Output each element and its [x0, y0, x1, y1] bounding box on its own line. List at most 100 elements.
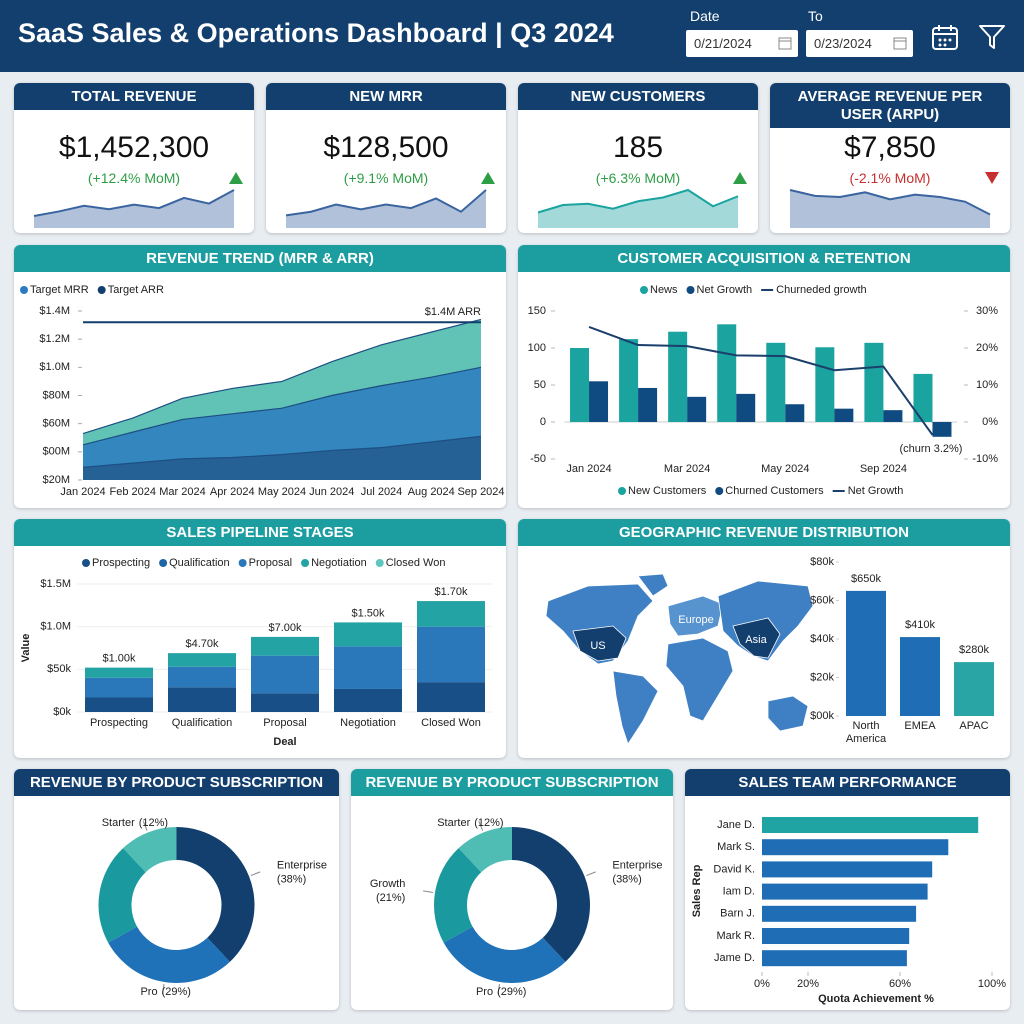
legend-marker [640, 286, 648, 294]
slice-label: Growth [370, 878, 405, 890]
bar [883, 410, 903, 422]
trend-arrow [481, 172, 495, 184]
bar [846, 590, 886, 716]
continent [767, 695, 809, 732]
x-tick-label: 100% [978, 978, 1006, 990]
legend-marker [301, 559, 310, 567]
total-label: $4.70k [185, 638, 219, 650]
area-edge [82, 366, 482, 446]
x-tick-label: Jan 2024 [60, 486, 105, 498]
leader-line [142, 821, 148, 831]
kpi-change: (+12.4% MoM) [87, 170, 181, 186]
x-tick-label: APAC [959, 720, 989, 732]
x-tick-label: Mar 2024 [664, 463, 710, 475]
x-tick-label: 20% [797, 978, 819, 990]
y-axis-label: Sales Rep [691, 864, 703, 917]
y-tick-label: 0 [540, 416, 546, 428]
y-tick-label: $0k [53, 706, 71, 718]
donut-slice [458, 827, 512, 873]
chart-card: REVENUE BY PRODUCT SUBSCRIPTION Enterpri… [14, 769, 339, 1010]
donut-slice [512, 827, 590, 962]
y-tick-label: $40k [810, 633, 834, 645]
x-tick-label: Jul 2024 [361, 486, 403, 498]
calendar-button[interactable] [931, 23, 959, 51]
legend-label: Qualification [169, 557, 230, 569]
y-tick-label: Jame D. [714, 952, 755, 964]
leader-line [423, 890, 434, 893]
chart-title: CUSTOMER ACQUISITION & RETENTION [518, 245, 1010, 272]
y-tick-label: $20M [42, 474, 70, 486]
total-label: $7.00k [268, 622, 302, 634]
x-tick-label: Apr 2024 [210, 486, 255, 498]
x-tick-label: May 2024 [258, 486, 306, 498]
legend-marker [238, 559, 247, 567]
bar-segment [334, 646, 402, 689]
legend-marker [375, 559, 384, 567]
bar-segment [417, 626, 485, 683]
x-tick-label: Proposal [263, 717, 306, 729]
slice-value-label: (38%) [612, 874, 641, 886]
x-tick-label: Closed Won [421, 717, 481, 729]
x-tick-label: 60% [889, 978, 911, 990]
calendar-icon [778, 37, 792, 50]
y-tick-label: 50 [534, 379, 546, 391]
date-to-label: To [808, 8, 823, 24]
bar-segment [334, 688, 402, 712]
line [588, 325, 934, 436]
slice-label: Starter [102, 817, 135, 829]
y-tick-label: David K. [713, 863, 755, 875]
chart: $0k $50k $1.0M $1.5M $1.00k Prospecting $4.70k… [20, 557, 493, 748]
x-tick-label: EMEA [904, 720, 936, 732]
map-label: US [590, 640, 605, 652]
area-edge [82, 318, 482, 435]
legend-label: Prospecting [92, 557, 150, 569]
kpi-card: NEW MRR $128,500 (+9.1% MoM) [266, 83, 506, 233]
bar [815, 347, 835, 422]
bar-segment [334, 622, 402, 647]
bar-segment [251, 693, 319, 712]
donut-slice [176, 827, 255, 962]
y2-tick-label: 20% [976, 342, 998, 354]
y2-tick-label: 0% [982, 416, 998, 428]
bar-segment [251, 655, 319, 694]
calendar-icon [893, 37, 907, 50]
kpi-value: $7,850 [844, 131, 936, 164]
leader-line [161, 983, 165, 994]
donut-slice [434, 848, 482, 943]
bar [619, 339, 639, 422]
y-tick-label: $20k [810, 671, 834, 683]
chart: Enterprise (38%) Pro (29%) Growth (21%) Starte… [370, 817, 663, 998]
continent [665, 637, 734, 722]
bar-segment [85, 667, 153, 678]
sparkline [789, 189, 991, 216]
date-to-input[interactable]: 0/23/2024 [806, 30, 913, 57]
bar [762, 861, 933, 878]
filter-button[interactable] [978, 23, 1006, 51]
sparkline [33, 189, 235, 217]
chart-title: REVENUE TREND (MRR & ARR) [14, 245, 506, 272]
bar [762, 883, 928, 900]
trend-arrow [229, 172, 243, 184]
bar [762, 928, 910, 944]
date-from-label: Date [690, 8, 720, 24]
y-tick-label: $80M [42, 389, 70, 401]
x-tick-label: 0% [754, 978, 770, 990]
y-tick-label: $1.2M [39, 333, 70, 345]
slice-label: Enterprise [277, 860, 327, 872]
bar-segment [168, 687, 236, 712]
y-tick-label: $1.5M [40, 578, 71, 590]
kpi-title: TOTAL REVENUE [14, 83, 254, 110]
donut-slice [98, 848, 146, 943]
date-from-input[interactable]: 0/21/2024 [686, 30, 798, 57]
bar-segment [168, 666, 236, 688]
slice-label: Starter [437, 817, 470, 829]
slice-label: Pro [140, 986, 157, 998]
bar [834, 408, 854, 422]
chart: Enterprise (38%) Pro (29%) Starter (12%) [98, 817, 327, 998]
value-label: $280k [959, 644, 989, 656]
bar [766, 342, 786, 422]
continent [637, 573, 669, 597]
kpi-card: NEW CUSTOMERS 185 (+6.3% MoM) [518, 83, 758, 233]
date-to-value: 0/23/2024 [814, 36, 872, 51]
